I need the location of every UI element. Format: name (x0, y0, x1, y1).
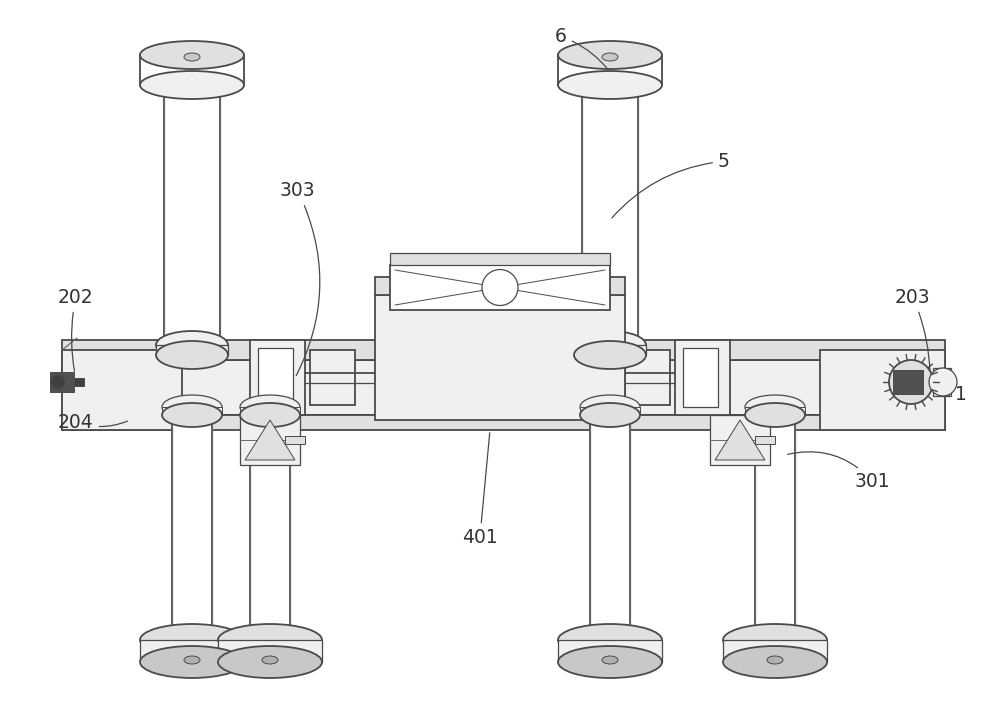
Ellipse shape (889, 360, 933, 404)
Ellipse shape (723, 646, 827, 678)
Bar (258, 348, 293, 407)
Bar (240, 415, 300, 465)
Bar (675, 340, 730, 415)
Bar (390, 253, 610, 265)
Ellipse shape (140, 624, 244, 656)
Bar (62, 340, 945, 360)
Bar (755, 436, 775, 444)
Bar (625, 350, 670, 405)
Bar (375, 277, 625, 295)
Bar (745, 407, 805, 415)
Text: 401: 401 (462, 433, 498, 547)
Bar (590, 415, 630, 640)
Ellipse shape (745, 395, 805, 419)
Bar (580, 407, 640, 415)
Ellipse shape (184, 53, 200, 61)
Ellipse shape (929, 368, 957, 396)
Bar (723, 640, 827, 662)
Ellipse shape (598, 61, 622, 73)
Ellipse shape (156, 331, 228, 359)
Bar (62, 415, 945, 430)
Polygon shape (245, 420, 295, 460)
Ellipse shape (184, 656, 200, 664)
Ellipse shape (140, 71, 244, 99)
Ellipse shape (558, 646, 662, 678)
Bar (164, 55, 220, 355)
Bar (74, 378, 84, 386)
Bar (240, 407, 300, 415)
Bar (390, 265, 610, 310)
Ellipse shape (580, 403, 640, 427)
Ellipse shape (580, 395, 640, 419)
Bar (285, 436, 305, 444)
Ellipse shape (218, 624, 322, 656)
Bar (558, 640, 662, 662)
Bar (375, 295, 625, 420)
Ellipse shape (140, 646, 244, 678)
Bar (558, 55, 662, 85)
Bar (582, 55, 638, 355)
Ellipse shape (574, 331, 646, 359)
Ellipse shape (240, 395, 300, 419)
Text: 204: 204 (58, 413, 127, 432)
Ellipse shape (723, 624, 827, 656)
Bar (62, 360, 945, 415)
Ellipse shape (162, 403, 222, 427)
Ellipse shape (558, 71, 662, 99)
Bar (820, 350, 945, 430)
Text: 202: 202 (58, 288, 94, 372)
Bar (162, 407, 222, 415)
Text: 6: 6 (555, 27, 608, 70)
Bar (50, 372, 74, 392)
Bar (683, 348, 718, 407)
Ellipse shape (51, 375, 65, 389)
Ellipse shape (262, 656, 278, 664)
Bar (172, 415, 212, 640)
Ellipse shape (745, 403, 805, 427)
Ellipse shape (240, 403, 300, 427)
Text: 5: 5 (612, 152, 730, 218)
Ellipse shape (162, 395, 222, 419)
Ellipse shape (574, 341, 646, 369)
Bar (140, 55, 244, 85)
Ellipse shape (482, 269, 518, 306)
Bar (218, 640, 322, 662)
Ellipse shape (558, 41, 662, 69)
Bar (62, 350, 182, 430)
Ellipse shape (602, 656, 618, 664)
Ellipse shape (218, 646, 322, 678)
Text: 301: 301 (788, 451, 891, 491)
Ellipse shape (156, 341, 228, 369)
Bar (755, 415, 795, 640)
Bar (250, 340, 305, 415)
Bar (310, 350, 355, 405)
Ellipse shape (180, 61, 204, 73)
Bar (933, 368, 951, 396)
Polygon shape (715, 420, 765, 460)
Bar (156, 345, 228, 355)
Text: 203: 203 (895, 288, 931, 372)
Bar (574, 345, 646, 355)
Ellipse shape (767, 656, 783, 664)
Bar (710, 415, 770, 465)
Text: 1: 1 (948, 385, 967, 404)
Ellipse shape (558, 624, 662, 656)
Ellipse shape (140, 41, 244, 69)
Bar (250, 415, 290, 640)
Bar (140, 640, 244, 662)
Text: 303: 303 (280, 182, 320, 376)
Ellipse shape (602, 53, 618, 61)
Bar (893, 370, 923, 394)
